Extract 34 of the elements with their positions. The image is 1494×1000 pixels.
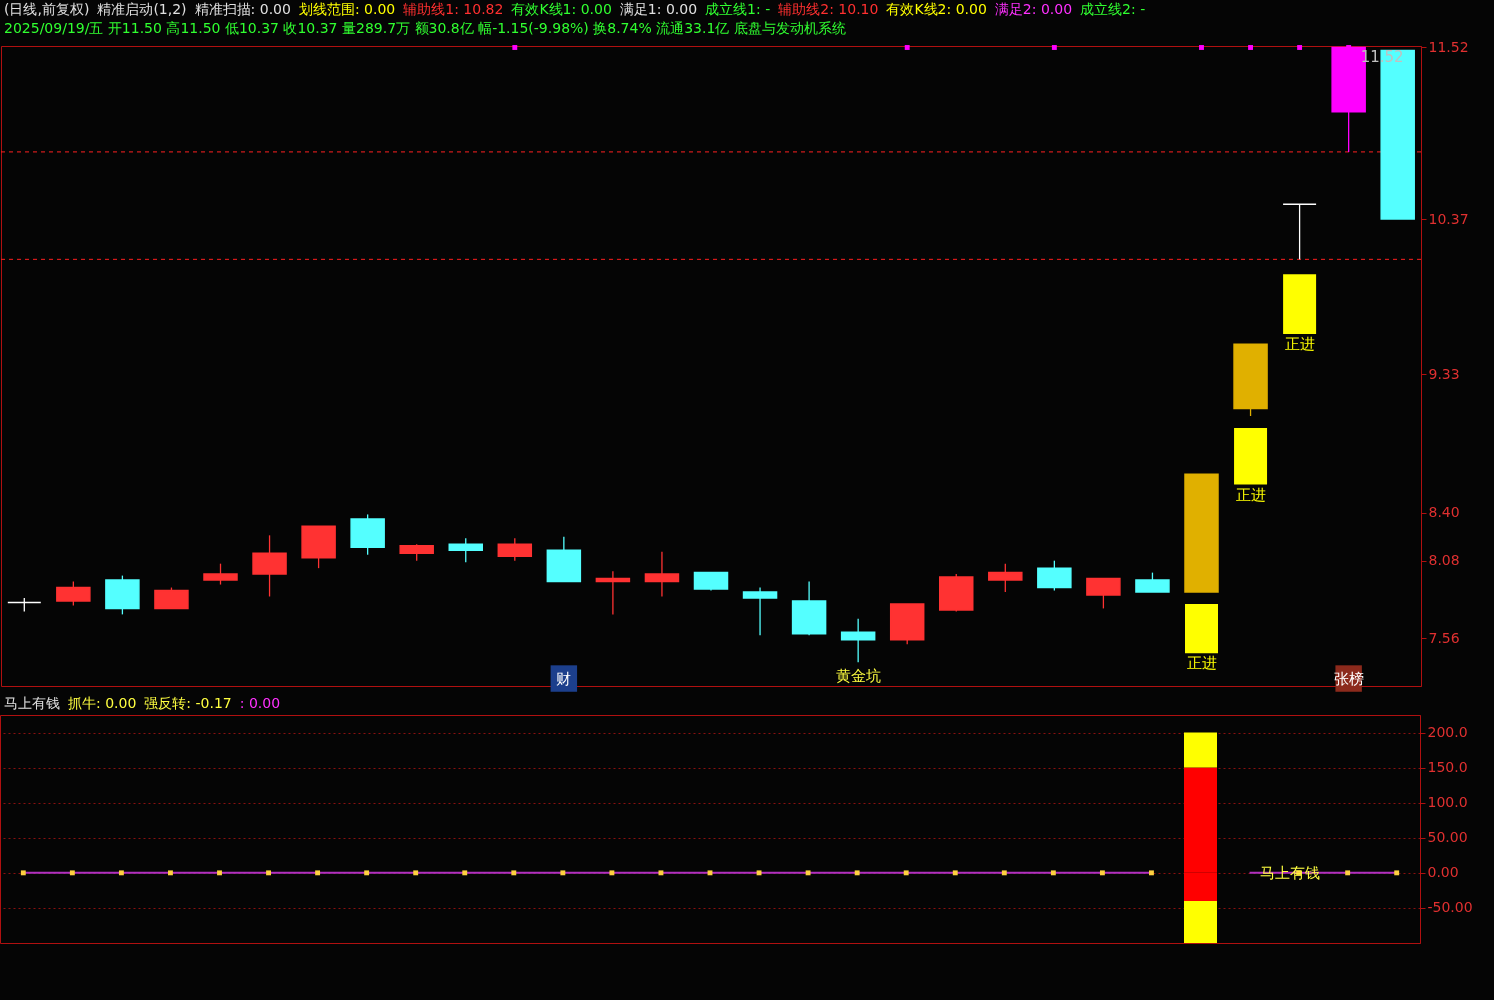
y-tick-label: -50.00 <box>1427 899 1473 916</box>
text: 成立线2: - <box>1080 1 1146 17</box>
y-tick-label: 200.0 <box>1427 724 1468 741</box>
data-label: 正进 <box>1235 485 1266 504</box>
chart-title: (日线,前复权) <box>4 1 90 17</box>
text: 满足2: 0.00 <box>994 1 1073 17</box>
y-tick-label: 0.00 <box>1427 864 1459 881</box>
text: 辅助线2: 10.10 <box>778 1 879 17</box>
text: 精准启动(1,2) <box>97 1 187 17</box>
text: 黄金坑 <box>835 667 881 686</box>
text: 有效K线2: 0.00 <box>886 1 987 17</box>
text: 成立线1: - <box>705 1 771 17</box>
y-tick-label: 11.52 <box>1428 38 1469 55</box>
y-tick-label: 50.00 <box>1427 829 1468 846</box>
text: 抓牛: 0.00 <box>68 695 137 711</box>
data-label: 正进 <box>1284 334 1315 353</box>
chart-title: 马上有钱 <box>4 695 60 711</box>
y-tick-label: 10.37 <box>1428 210 1469 227</box>
data-label: 财 <box>556 669 572 688</box>
text: 划线范围: 0.00 <box>298 1 396 17</box>
y-tick-label: 9.33 <box>1428 365 1460 382</box>
text: 辅助线1: 10.82 <box>403 1 504 17</box>
y-tick-label: 100.0 <box>1427 794 1468 811</box>
text: 精准扫描: 0.00 <box>194 1 291 17</box>
text: 满足1: 0.00 <box>619 1 698 17</box>
y-tick-label: 150.0 <box>1427 759 1468 776</box>
data-label: 正进 <box>1186 654 1217 673</box>
y-tick-label: 7.56 <box>1428 629 1460 646</box>
chart-subtitle: 2025/09/19/五 开11.50 高11.50 低10.37 收10.37 量289.7万 额30.8亿 幅-1.15(-9.98%) 换8.74% 流通33.1亿 底盘与发动机系统 <box>4 19 847 38</box>
y-tick-label: 8.40 <box>1428 504 1460 521</box>
text: : 0.00 <box>239 695 281 711</box>
text: 强反转: -0.17 <box>144 695 232 711</box>
text: 有效K线1: 0.00 <box>511 1 612 17</box>
y-tick-label: 8.08 <box>1428 552 1460 569</box>
